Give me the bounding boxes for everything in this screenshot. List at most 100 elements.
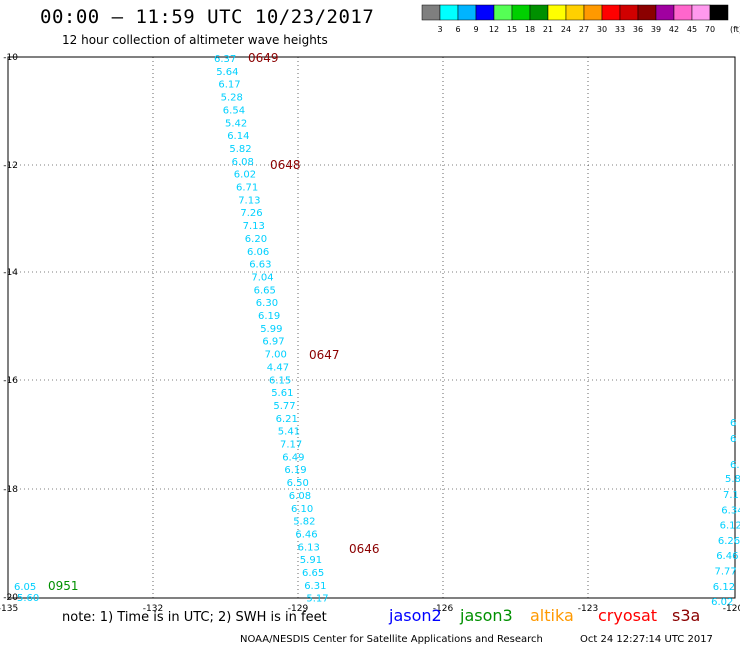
scale-label: 9 xyxy=(473,25,478,34)
swh-value-track-c: 7.77 xyxy=(715,567,737,578)
scale-swatch xyxy=(601,4,621,21)
swh-value-track-a: 6.19 xyxy=(284,465,306,476)
swh-value-track-a: 5.99 xyxy=(260,324,282,335)
scale-label: 12 xyxy=(489,25,499,34)
swh-value-track-a: 6.17 xyxy=(218,80,240,91)
swh-value-track-a: 6.46 xyxy=(295,529,317,540)
swh-value-edge: 6 xyxy=(730,418,736,429)
swh-value-track-a: 6.21 xyxy=(276,414,298,425)
swh-value-track-a: 6.08 xyxy=(232,157,254,168)
wave-height-tracks: 6.37 5.64 6.17 5.286.54 5.42 6.14 5.82 6.08 6.02… xyxy=(14,54,740,608)
swh-value-track-a: 5.61 xyxy=(271,388,293,399)
swh-value-track-a: 5.28 xyxy=(221,93,243,104)
swh-value-track-a: 6.65 xyxy=(302,568,324,579)
swh-value-track-a: 6.49 xyxy=(282,452,304,463)
swh-value-track-a: 7.13 xyxy=(243,221,265,232)
scale-label: 70 xyxy=(705,25,715,34)
swh-value-track-c: 7.1 xyxy=(723,490,739,501)
lon-label: -129 xyxy=(288,604,309,614)
swh-value-track-a: 6.97 xyxy=(262,337,284,348)
swh-value-track-a: 6.31 xyxy=(304,581,326,592)
lat-label: -12 xyxy=(3,161,18,171)
swh-value-track-a: 7.04 xyxy=(251,272,273,283)
scale-unit: (ft) xyxy=(730,25,740,34)
credit-line: NOAA/NESDIS Center for Satellite Applica… xyxy=(240,634,543,645)
swh-value-track-a: 6.15 xyxy=(269,375,291,386)
map-frame xyxy=(7,56,736,599)
swh-value-track-c: 6.34 xyxy=(721,505,740,516)
scale-swatch xyxy=(529,4,549,21)
lon-label: -132 xyxy=(143,604,163,614)
scale-swatch xyxy=(439,4,459,21)
swh-value-track-c: 6.12 xyxy=(720,521,740,532)
swh-value-track-a: 5.82 xyxy=(293,517,315,528)
swh-value-track-a: 5.82 xyxy=(229,144,251,155)
axis-labels: -10 -12 -14 -16 -18 -20-135 -132 -129 -126 -123 -1… xyxy=(0,53,740,614)
swh-value-track-a: 7.00 xyxy=(265,350,287,361)
scale-label: 36 xyxy=(633,25,643,34)
scale-label: 42 xyxy=(669,25,679,34)
swh-value-track-a: 6.50 xyxy=(287,478,309,489)
scale-swatch xyxy=(493,4,513,21)
scale-swatch xyxy=(655,4,675,21)
scale-label: 15 xyxy=(507,25,517,34)
swh-value-edge: 6. xyxy=(730,460,740,471)
mission-jason2: jason2 xyxy=(389,606,442,625)
mission-cryosat: cryosat xyxy=(598,606,658,625)
swh-value-track-a: 5.64 xyxy=(216,67,238,78)
lat-label: -16 xyxy=(3,376,18,386)
scale-swatch xyxy=(709,4,729,21)
mission-s3a: s3a xyxy=(672,606,701,625)
swh-value-track-a: 6.13 xyxy=(298,542,320,553)
scale-label: 33 xyxy=(615,25,625,34)
scale-label: 24 xyxy=(561,25,571,34)
scale-swatch xyxy=(673,4,693,21)
lat-label: -10 xyxy=(3,53,18,63)
swh-value-track-c: 6.26 xyxy=(718,536,740,547)
pass-time-label: 0951 xyxy=(48,579,79,593)
mission-jason3: jason3 xyxy=(460,606,513,625)
scale-swatch xyxy=(637,4,657,21)
scale-label: 18 xyxy=(525,25,535,34)
scale-label: 30 xyxy=(597,25,607,34)
swh-value-track-a: 6.20 xyxy=(245,234,267,245)
swh-value-edge: 5.8 xyxy=(725,474,740,485)
scale-swatch xyxy=(691,4,711,21)
swh-value-track-a: 6.08 xyxy=(289,491,311,502)
swh-value-track-a: 4.47 xyxy=(267,362,289,373)
swh-value-track-b: 5.60 xyxy=(17,593,39,604)
swh-value-track-a: 6.10 xyxy=(291,504,313,515)
swh-value-track-b: 6.05 xyxy=(14,582,36,593)
scale-swatch xyxy=(565,4,585,21)
scale-swatch xyxy=(547,4,567,21)
swh-value-track-a: 6.63 xyxy=(249,260,271,271)
swh-value-track-a: 6.06 xyxy=(247,247,269,258)
swh-value-edge: 6 xyxy=(730,434,736,445)
scale-swatch xyxy=(421,4,441,21)
lon-label: -123 xyxy=(578,604,598,614)
swh-value-track-c: 6.46 xyxy=(716,551,738,562)
scale-label: 21 xyxy=(543,25,553,34)
swh-value-track-c: 6.12 xyxy=(713,582,735,593)
lon-label: -126 xyxy=(433,604,454,614)
map-grid xyxy=(7,56,736,599)
pass-time-label: 0648 xyxy=(270,158,301,172)
swh-value-track-a: 6.54 xyxy=(223,105,245,116)
swh-value-track-a: 7.17 xyxy=(280,440,302,451)
generated-timestamp: Oct 24 12:27:14 UTC 2017 xyxy=(580,634,713,645)
lon-label: -135 xyxy=(0,604,18,614)
page-title: 00:00 – 11:59 UTC 10/23/2017 xyxy=(40,6,375,28)
lon-label: -120 xyxy=(723,604,740,614)
scale-label: 39 xyxy=(651,25,661,34)
swh-value-track-a: 5.77 xyxy=(273,401,295,412)
swh-value-track-a: 6.30 xyxy=(256,298,278,309)
scale-swatch xyxy=(475,4,495,21)
swh-value-track-a: 6.02 xyxy=(234,170,256,181)
pass-time-labels: 0649 0648 0647 0646 0951 xyxy=(48,51,380,593)
pass-time-label: 0647 xyxy=(309,348,340,362)
scale-label: 6 xyxy=(455,25,460,34)
scale-swatch xyxy=(619,4,639,21)
swh-value-track-c: 6.02 xyxy=(711,597,733,608)
scale-swatch xyxy=(457,4,477,21)
